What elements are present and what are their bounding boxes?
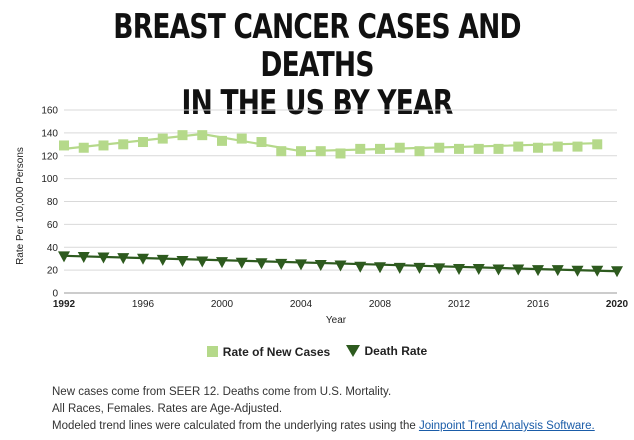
y-tick-label-60: 60	[47, 220, 59, 231]
y-tick-label-120: 120	[41, 151, 58, 162]
point-new-cases-1996	[138, 137, 148, 148]
point-death-rate-2005	[314, 259, 327, 271]
point-new-cases-2003	[276, 146, 287, 157]
point-death-rate-1996	[137, 253, 149, 265]
point-death-rate-2014	[492, 264, 505, 276]
point-death-rate-2006	[334, 260, 347, 272]
point-new-cases-2018	[572, 141, 583, 152]
point-new-cases-2005	[315, 146, 326, 157]
point-new-cases-2009	[394, 142, 405, 153]
title-line-2: IN THE US BY YEAR	[181, 83, 453, 123]
point-death-rate-1995	[117, 253, 130, 265]
point-new-cases-2002	[256, 137, 267, 148]
square-marker-icon	[206, 346, 218, 357]
data-markers	[58, 130, 623, 278]
point-new-cases-2000	[217, 135, 227, 146]
point-death-rate-2001	[235, 257, 248, 269]
point-new-cases-1999	[197, 130, 208, 141]
y-tick-label-160: 160	[41, 106, 58, 117]
point-death-rate-1998	[176, 255, 189, 267]
point-death-rate-1994	[97, 252, 110, 264]
point-new-cases-1995	[118, 139, 129, 150]
x-tick-label-2012: 2012	[448, 299, 471, 310]
point-new-cases-2016	[533, 142, 543, 153]
y-tick-label-100: 100	[41, 174, 58, 185]
legend-label-death-rate: Death Rate	[364, 344, 428, 358]
note-line-3-text: Modeled trend lines were calculated from…	[52, 420, 419, 432]
note-line-3: Modeled trend lines were calculated from…	[52, 418, 595, 435]
x-tick-label-2020: 2020	[606, 299, 629, 310]
y-tick-label-140: 140	[41, 128, 58, 139]
point-death-rate-2016	[532, 265, 544, 277]
point-death-rate-2000	[216, 257, 228, 269]
note-line-2: All Races, Females. Rates are Age-Adjust…	[52, 403, 283, 415]
x-tick-label-1996: 1996	[132, 299, 155, 310]
y-tick-label-40: 40	[47, 243, 59, 254]
x-axis-label: Year	[326, 315, 347, 326]
triangle-marker-icon	[345, 345, 360, 357]
point-death-rate-2018	[571, 265, 584, 277]
y-axis-ticks: 0 20 40 60 80 100 120 140 160	[41, 106, 58, 300]
x-tick-label-2000: 2000	[211, 299, 234, 310]
point-death-rate-2003	[275, 258, 288, 270]
y-axis-label: Rate Per 100,000 Persons	[15, 147, 26, 265]
point-new-cases-2004	[296, 146, 306, 157]
point-new-cases-2015	[513, 141, 524, 152]
point-death-rate-2012	[453, 263, 465, 275]
trend-line-series-0	[63, 132, 598, 153]
legend-item-death-rate[interactable]: Death Rate	[345, 344, 428, 358]
point-death-rate-2017	[551, 265, 564, 277]
joinpoint-link[interactable]: Joinpoint Trend Analysis Software.	[418, 420, 595, 432]
point-new-cases-2006	[335, 148, 346, 159]
point-new-cases-2007	[355, 143, 366, 154]
point-new-cases-1993	[78, 142, 89, 153]
point-death-rate-2011	[433, 263, 446, 275]
x-tick-label-1992: 1992	[53, 299, 76, 310]
point-new-cases-2012	[454, 143, 464, 154]
point-new-cases-2010	[414, 146, 425, 157]
legend-label-new-cases: Rate of New Cases	[222, 344, 331, 359]
chart-svg: 0 20 40 60 80 100 120 140 160 1992 1996 2000 2004 20…	[15, 106, 629, 327]
grid-lines	[64, 109, 617, 294]
point-death-rate-1993	[77, 251, 90, 263]
chart-title: BREAST CANCER CASES AND DEATHS IN THE US…	[70, 8, 565, 122]
point-death-rate-2009	[393, 262, 406, 274]
point-death-rate-1997	[156, 254, 169, 266]
point-death-rate-1999	[196, 256, 209, 268]
y-tick-label-0: 0	[52, 289, 58, 300]
point-new-cases-2014	[493, 143, 504, 154]
point-death-rate-2013	[472, 263, 485, 275]
x-axis-ticks: 1992 1996 2000 2004 2008 2012 2016 2020	[53, 299, 629, 310]
point-new-cases-2008	[375, 143, 385, 154]
point-death-rate-2015	[512, 264, 525, 276]
point-death-rate-2002	[255, 258, 268, 270]
note-line-1: New cases come from SEER 12. Deaths come…	[52, 386, 392, 398]
point-new-cases-2001	[236, 133, 247, 144]
chart-notes: New cases come from SEER 12. Deaths come…	[52, 384, 595, 435]
point-death-rate-1992	[58, 251, 70, 263]
point-new-cases-1997	[157, 133, 168, 144]
point-new-cases-1992	[59, 140, 69, 151]
point-new-cases-2017	[552, 141, 563, 152]
y-tick-label-20: 20	[47, 266, 59, 277]
x-tick-label-2008: 2008	[369, 299, 392, 310]
point-death-rate-2010	[413, 262, 426, 274]
point-new-cases-2011	[434, 142, 445, 153]
point-new-cases-2019	[592, 139, 603, 150]
y-tick-label-80: 80	[47, 197, 59, 208]
x-tick-label-2016: 2016	[527, 299, 550, 310]
x-tick-label-2004: 2004	[290, 299, 313, 310]
point-death-rate-2008	[374, 262, 386, 274]
point-new-cases-2013	[473, 143, 484, 154]
point-new-cases-1994	[98, 140, 109, 151]
point-death-rate-2004	[295, 259, 307, 271]
point-new-cases-1998	[177, 130, 188, 141]
point-death-rate-2019	[591, 265, 604, 277]
point-death-rate-2007	[354, 261, 367, 273]
title-line-1: BREAST CANCER CASES AND DEATHS	[113, 7, 521, 85]
legend-item-new-cases[interactable]: Rate of New Cases	[206, 344, 331, 359]
legend: Rate of New Cases Death Rate	[0, 344, 634, 360]
point-death-rate-2020	[611, 266, 623, 278]
